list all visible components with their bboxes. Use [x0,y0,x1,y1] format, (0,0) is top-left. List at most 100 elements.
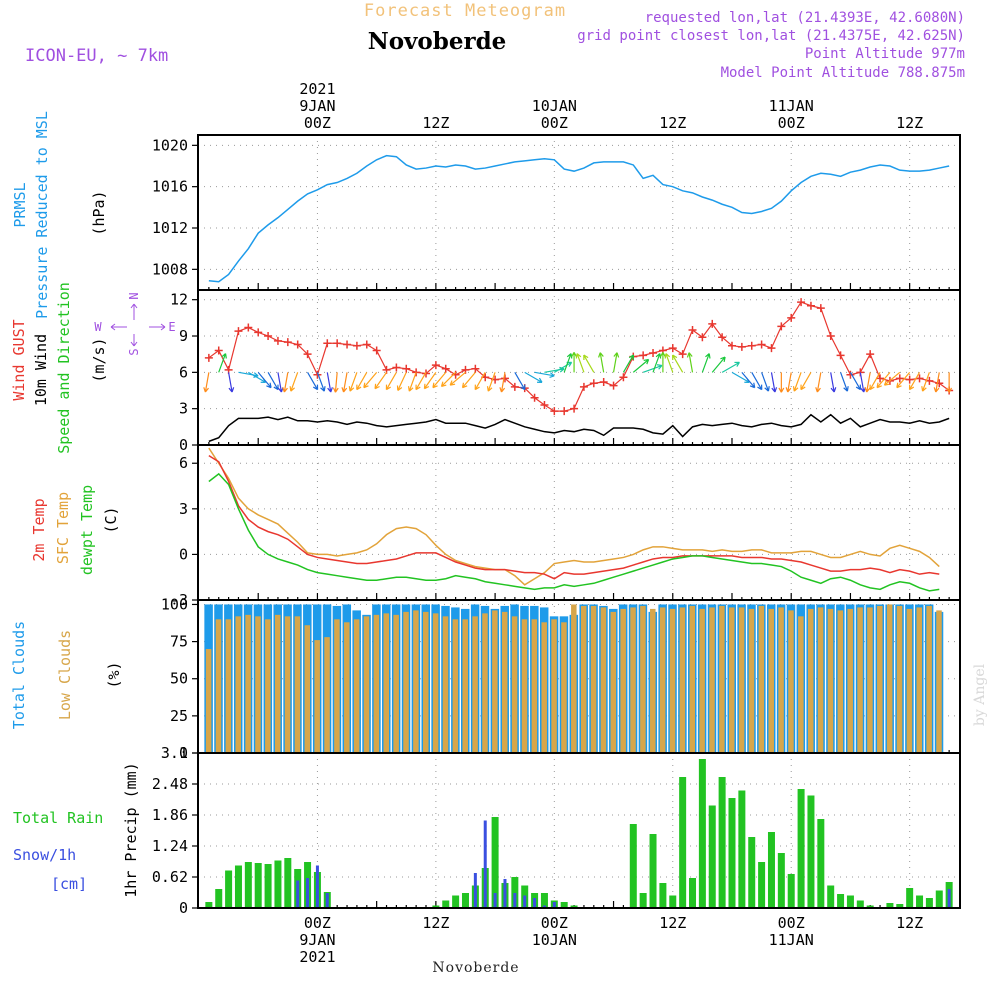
low-cloud-bar [719,605,725,753]
panel-frame [197,752,961,909]
low-cloud-bar [432,613,439,753]
rain-bar [886,903,894,908]
low-cloud-bar [807,608,814,753]
low-cloud-bar [541,622,547,753]
gust-marker [935,379,944,388]
low-clouds-label: Low Clouds [56,630,74,720]
low-cloud-bar [738,607,745,753]
wind-panel: 0 3 6 9 12 [170,289,961,454]
y-tick-label: 75 [170,633,188,651]
snow-bar [306,878,310,908]
gust-marker [826,332,835,341]
low-cloud-bar [827,608,834,753]
wind-direction-arrow [849,372,862,391]
gust-marker [737,342,746,351]
gust-marker [649,348,658,357]
low-cloud-bar [847,608,853,753]
low-cloud-bar [837,610,844,753]
wind-direction-arrow [659,352,666,373]
rain-bar [284,858,292,908]
wind-direction-arrow [642,364,663,373]
gust-marker [777,322,786,331]
low-cloud-bar [531,619,538,753]
gust-marker [747,341,756,350]
wind-direction-arrow [741,371,756,389]
low-cloud-bar [877,605,883,753]
wind-direction-arrow [440,371,457,388]
rain-bar [264,864,272,908]
low-cloud-bar [344,622,350,753]
gust-marker [510,382,519,391]
gust-marker [846,370,855,379]
gust-marker [579,382,588,391]
gust-marker [372,346,381,355]
ms-unit-label: (m/s) [90,337,108,382]
gust-marker [678,350,687,359]
low-cloud-bar [551,619,557,753]
low-cloud-bar [748,608,755,753]
dewpt-temp-label: dewpt Temp [78,485,96,575]
prmsl-label: PRMSL [11,182,29,227]
wind-direction-arrow [228,372,235,393]
top-time-label: 12Z [896,114,923,132]
gust-marker [214,346,223,355]
wind-gust-label: Wind GUST [10,319,28,400]
wind-direction-arrow [864,372,871,393]
compass-arrows [110,303,166,347]
wind-direction-arrow [203,372,210,393]
compass-west: W [94,320,102,334]
y-tick-label: 0 [179,545,188,563]
low-cloud-bar [728,607,735,753]
wind-direction-arrow [374,371,388,390]
gust-marker [273,336,282,345]
wind-direction-arrow [598,352,605,373]
point-altitude: Point Altitude 977m [805,46,965,62]
compass-rose: N S W E [94,292,175,355]
snow-bar [552,902,556,908]
wind-direction-arrow [830,372,837,393]
gust-line [208,301,950,412]
wind-direction-arrow [396,372,407,391]
hpa-unit-label: (hPa) [90,190,108,235]
bottom-time-label: 00Z [778,914,805,932]
gust-marker [264,332,273,341]
rain-bar [234,865,242,908]
low-cloud-bar [294,616,301,753]
gust-marker [254,328,263,337]
low-cloud-bar [452,619,459,753]
wind-direction-arrow [332,372,339,393]
wind-direction-arrow [770,372,778,393]
y-tick-label: 0 [179,899,188,917]
rain-bar [777,853,785,908]
wind-direction-arrow [883,371,901,386]
low-cloud-bar [324,637,330,753]
bottom-time-label: 12Z [422,914,449,932]
wind-direction-arrow [218,353,227,373]
wind-direction-arrow [622,354,635,373]
rain-bar [758,862,766,908]
rain-bar [679,777,687,908]
snow-unit-label: [cm] [51,875,87,893]
rain-bar [827,885,835,908]
low-cloud-bar [511,616,518,753]
top-time-label: 10JAN [532,97,577,115]
wind-direction-arrow [612,352,620,373]
gust-marker [609,381,618,390]
y-tick-label: 50 [170,670,188,688]
y-tick-label: 6 [179,454,188,472]
rain-bar [856,900,864,908]
low-cloud-bar [442,616,449,753]
wind-direction-arrow [859,372,866,393]
low-cloud-bar [610,611,617,753]
y-tick-label: -3 [170,591,188,609]
wind-direction-arrow [652,353,662,373]
low-cloud-bar [363,616,370,753]
snow-bar [473,873,477,908]
pressure-panel: 1008 1012 1016 1020 [152,134,961,291]
low-cloud-bar [768,608,774,753]
gust-marker [806,301,815,310]
gust-marker [402,364,411,373]
low-cloud-bar [709,607,715,753]
rain-bar [846,895,854,908]
